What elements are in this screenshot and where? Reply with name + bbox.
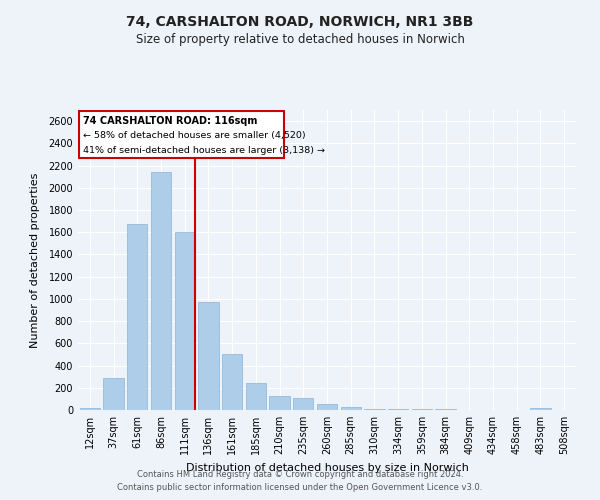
Bar <box>199 302 218 410</box>
Text: Size of property relative to detached houses in Norwich: Size of property relative to detached ho… <box>136 32 464 46</box>
Text: 74 CARSHALTON ROAD: 116sqm: 74 CARSHALTON ROAD: 116sqm <box>83 116 257 126</box>
Bar <box>175 232 195 410</box>
Text: ← 58% of detached houses are smaller (4,520): ← 58% of detached houses are smaller (4,… <box>83 130 305 140</box>
Bar <box>269 396 290 410</box>
Bar <box>341 407 361 410</box>
Bar <box>151 172 171 410</box>
Bar <box>388 409 408 410</box>
Bar <box>246 384 266 410</box>
X-axis label: Distribution of detached houses by size in Norwich: Distribution of detached houses by size … <box>185 462 469 472</box>
Text: Contains HM Land Registry data © Crown copyright and database right 2024.: Contains HM Land Registry data © Crown c… <box>137 470 463 479</box>
Bar <box>103 378 124 410</box>
Bar <box>530 408 551 410</box>
Y-axis label: Number of detached properties: Number of detached properties <box>30 172 40 348</box>
Text: 74, CARSHALTON ROAD, NORWICH, NR1 3BB: 74, CARSHALTON ROAD, NORWICH, NR1 3BB <box>127 15 473 29</box>
Bar <box>222 354 242 410</box>
Bar <box>317 404 337 410</box>
Bar <box>127 224 148 410</box>
Bar <box>293 398 313 410</box>
FancyBboxPatch shape <box>79 111 284 158</box>
Text: Contains public sector information licensed under the Open Government Licence v3: Contains public sector information licen… <box>118 484 482 492</box>
Text: 41% of semi-detached houses are larger (3,138) →: 41% of semi-detached houses are larger (… <box>83 146 325 154</box>
Bar <box>364 408 385 410</box>
Bar <box>80 408 100 410</box>
